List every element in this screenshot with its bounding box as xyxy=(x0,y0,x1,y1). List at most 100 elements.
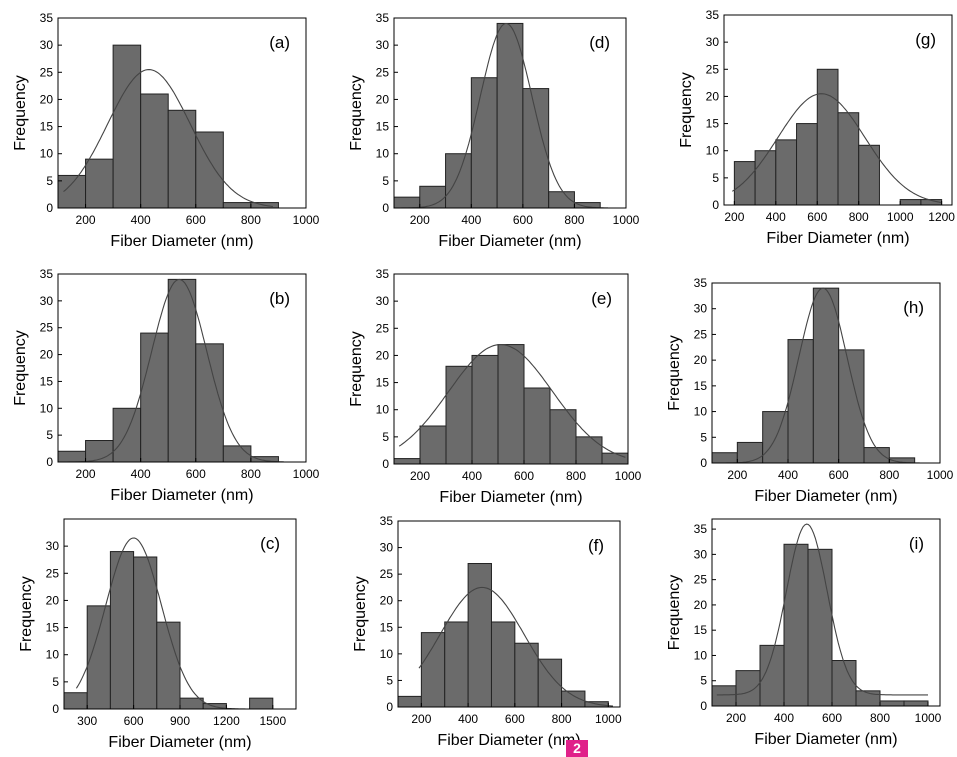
y-tick-label: 15 xyxy=(376,376,390,390)
x-tick-label: 800 xyxy=(241,213,261,227)
x-tick-label: 200 xyxy=(410,469,430,483)
x-tick-label: 1000 xyxy=(927,468,954,482)
y-tick-label: 25 xyxy=(380,567,394,581)
histogram-bar xyxy=(85,158,114,209)
y-tick-label: 10 xyxy=(694,405,708,419)
y-tick-label: 20 xyxy=(40,92,54,106)
panel-label: (f) xyxy=(588,536,604,555)
y-tick-label: 15 xyxy=(706,117,720,131)
histogram-bar xyxy=(787,339,814,464)
plot-frame xyxy=(393,273,629,465)
y-tick-label: 25 xyxy=(694,573,708,587)
y-tick-label: 15 xyxy=(694,623,708,637)
y-axis-label: Frequency xyxy=(348,75,365,151)
histogram-bar xyxy=(57,174,87,209)
y-tick-label: 35 xyxy=(694,276,708,290)
histogram-bar xyxy=(420,632,446,708)
x-tick-label: 1000 xyxy=(595,712,622,726)
histogram-bar xyxy=(445,153,472,209)
y-tick-label: 15 xyxy=(376,120,390,134)
histogram-bar xyxy=(140,332,169,463)
gaussian-fit-curve xyxy=(717,287,920,464)
histogram-bar xyxy=(140,93,169,209)
gaussian-fit-curve xyxy=(716,523,928,696)
y-tick-label: 25 xyxy=(694,327,708,341)
y-tick-label: 20 xyxy=(694,598,708,612)
y-tick-label: 15 xyxy=(40,374,54,388)
histogram-bar xyxy=(393,458,421,465)
x-tick-label: 400 xyxy=(774,711,794,725)
y-tick-label: 35 xyxy=(694,522,708,536)
gaussian-fit-curve xyxy=(398,344,626,458)
y-tick-label: 20 xyxy=(376,348,390,362)
x-tick-label: 1000 xyxy=(887,210,914,224)
y-tick-label: 25 xyxy=(40,65,54,79)
y-tick-label: 15 xyxy=(694,379,708,393)
x-tick-label: 800 xyxy=(241,467,261,481)
x-axis-label: Fiber Diameter (nm) xyxy=(110,233,253,250)
histogram-bar xyxy=(733,161,756,206)
x-axis-label: Fiber Diameter (nm) xyxy=(437,732,580,749)
plot-frame xyxy=(57,17,307,209)
chart-panel-d: 200 400 600 800 1000 0 5 10 15 20 25 30 35 Fiber Diam… xyxy=(348,11,640,250)
panel-label: (g) xyxy=(915,30,936,49)
gaussian-fit-curve xyxy=(63,69,273,208)
histogram-bar xyxy=(467,563,492,708)
chart-panel-b: 200 400 600 800 1000 0 5 10 15 20 25 30 35 Fiber Diam… xyxy=(12,267,320,504)
page-badge: 2 xyxy=(566,740,588,757)
y-tick-label: 10 xyxy=(694,648,708,662)
y-tick-label: 0 xyxy=(386,700,393,714)
histogram-bar xyxy=(222,202,252,209)
x-tick-label: 900 xyxy=(170,714,190,728)
y-tick-label: 15 xyxy=(380,620,394,634)
histogram-bar xyxy=(496,22,524,209)
x-tick-label: 200 xyxy=(726,711,746,725)
y-tick-label: 35 xyxy=(376,267,390,281)
x-tick-label: 600 xyxy=(822,711,842,725)
histogram-bar xyxy=(133,556,158,710)
chart-panel-f: 200 400 600 800 1000 0 5 10 15 20 25 30 35 Fiber Diam… xyxy=(352,514,622,749)
x-tick-label: 1000 xyxy=(615,469,642,483)
x-tick-label: 200 xyxy=(76,213,96,227)
x-tick-label: 600 xyxy=(186,213,206,227)
y-tick-label: 35 xyxy=(706,8,720,22)
histogram-bar xyxy=(523,387,551,465)
plot-frame xyxy=(711,282,941,464)
y-axis-label: Frequency xyxy=(12,330,29,406)
x-tick-label: 600 xyxy=(514,469,534,483)
x-tick-label: 600 xyxy=(513,213,533,227)
y-tick-label: 25 xyxy=(40,321,54,335)
y-tick-label: 30 xyxy=(380,541,394,555)
gaussian-fit-curve xyxy=(732,93,942,204)
histogram-bar xyxy=(812,287,840,464)
y-axis-label: Frequency xyxy=(348,331,365,407)
histogram-bar xyxy=(63,692,88,710)
x-tick-label: 600 xyxy=(829,468,849,482)
y-tick-label: 0 xyxy=(712,198,719,212)
x-tick-label: 400 xyxy=(462,469,482,483)
histogram-bar xyxy=(222,445,252,463)
plot-frame xyxy=(711,518,941,707)
panel-label: (c) xyxy=(260,534,280,553)
histogram-bar xyxy=(249,697,274,710)
histogram-bar xyxy=(711,685,737,707)
histogram-bar xyxy=(903,700,929,707)
x-tick-label: 1000 xyxy=(915,711,942,725)
x-tick-label: 600 xyxy=(124,714,144,728)
histogram-bar xyxy=(601,452,629,465)
y-tick-label: 30 xyxy=(40,38,54,52)
y-tick-label: 5 xyxy=(386,673,393,687)
histogram-bar xyxy=(57,450,87,463)
y-tick-label: 30 xyxy=(46,539,60,553)
histogram-bar xyxy=(490,621,516,708)
histogram-bar xyxy=(899,199,922,206)
histogram-bar xyxy=(112,407,142,463)
y-tick-label: 20 xyxy=(380,594,394,608)
histogram-bar xyxy=(838,349,865,464)
y-tick-label: 10 xyxy=(40,147,54,161)
y-tick-label: 5 xyxy=(46,174,53,188)
x-axis-label: Fiber Diameter (nm) xyxy=(754,488,897,505)
y-tick-label: 0 xyxy=(52,702,59,716)
panel-label: (e) xyxy=(591,289,612,308)
